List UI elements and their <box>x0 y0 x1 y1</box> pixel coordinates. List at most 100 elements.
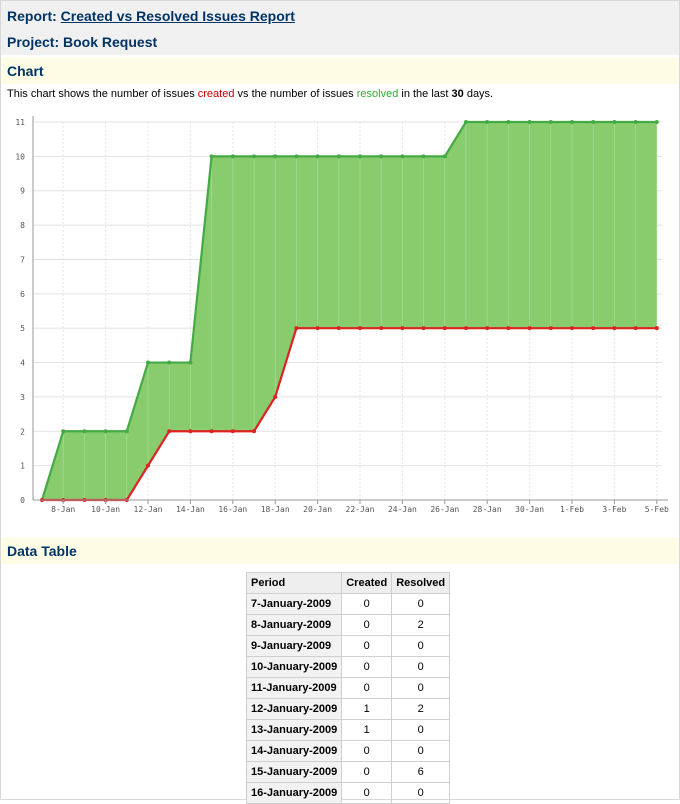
created-point <box>209 429 214 434</box>
report-title-link[interactable]: Created vs Resolved Issues Report <box>60 8 295 24</box>
period-cell: 11-January-2009 <box>245 677 343 699</box>
y-tick-label: 6 <box>20 290 25 299</box>
created-point <box>336 326 341 331</box>
created-cell: 1 <box>341 698 393 720</box>
resolved-point <box>167 360 172 365</box>
created-point <box>358 326 362 331</box>
created-cell: 0 <box>341 782 393 804</box>
resolved-cell: 0 <box>391 635 451 657</box>
period-cell: 10-January-2009 <box>245 656 343 678</box>
table-body: 7-January-2009 0 0 8-January-2009 0 2 9-Januar… <box>245 593 451 804</box>
period-cell: 7-January-2009 <box>245 593 343 615</box>
created-point <box>612 326 617 331</box>
y-tick-label: 4 <box>20 359 25 368</box>
y-tick-label: 8 <box>20 221 25 230</box>
x-tick-label: 14-Jan <box>176 505 205 514</box>
resolved-point <box>570 120 574 124</box>
resolved-point <box>591 120 596 124</box>
y-tick-label: 3 <box>20 393 25 402</box>
resolved-point <box>379 154 384 159</box>
created-point <box>273 394 278 399</box>
resolved-point <box>654 120 659 124</box>
table-row: 12-January-2009 1 2 <box>245 698 451 720</box>
resolved-point <box>400 154 405 159</box>
resolved-point <box>146 360 150 365</box>
resolved-point <box>336 154 341 159</box>
resolved-point <box>209 154 214 159</box>
table-row: 10-January-2009 0 0 <box>245 656 451 678</box>
period-cell: 13-January-2009 <box>245 719 343 741</box>
x-tick-label: 10-Jan <box>91 505 120 514</box>
y-tick-label: 2 <box>20 427 25 436</box>
x-tick-label: 24-Jan <box>388 505 417 514</box>
y-tick-label: 10 <box>15 152 25 161</box>
resolved-point <box>464 120 468 124</box>
created-point <box>485 326 490 331</box>
resolved-point <box>82 429 87 434</box>
resolved-cell: 6 <box>391 761 451 783</box>
y-tick-label: 5 <box>20 324 25 333</box>
period-cell: 12-January-2009 <box>245 698 343 720</box>
resolved-point <box>633 120 638 124</box>
table-row: 15-January-2009 0 6 <box>245 761 451 783</box>
resolved-point <box>358 154 362 159</box>
x-tick-label: 28-Jan <box>473 505 502 514</box>
resolved-point <box>315 154 320 159</box>
created-point <box>294 326 299 331</box>
resolved-point <box>103 429 108 434</box>
resolved-cell: 0 <box>391 719 451 741</box>
resolved-point <box>230 154 235 159</box>
table-row: 8-January-2009 0 2 <box>245 614 451 636</box>
period-cell: 16-January-2009 <box>245 782 343 804</box>
period-cell: 8-January-2009 <box>245 614 343 636</box>
column-header: Resolved <box>391 572 451 594</box>
table-row: 14-January-2009 0 0 <box>245 740 451 762</box>
resolved-cell: 2 <box>391 698 451 720</box>
resolved-point <box>273 154 278 159</box>
point-layer <box>40 120 659 502</box>
project-name: Book Request <box>63 34 158 50</box>
created-line <box>42 327 657 502</box>
resolved-cell: 0 <box>391 677 451 699</box>
resolved-word: resolved <box>356 88 399 100</box>
created-word: created <box>197 88 235 100</box>
area-fill <box>42 122 657 500</box>
created-point <box>442 326 447 331</box>
period-cell: 9-January-2009 <box>245 635 343 657</box>
resolved-point <box>612 120 617 124</box>
chart-section-heading: Chart <box>1 58 679 84</box>
resolved-cell: 0 <box>391 782 451 804</box>
created-point <box>633 326 638 331</box>
chart-description: This chart shows the number of issues cr… <box>7 88 494 100</box>
created-point <box>591 326 596 331</box>
created-point <box>421 326 426 331</box>
x-tick-label: 30-Jan <box>515 505 544 514</box>
data-table-heading: Data Table <box>1 538 679 564</box>
created-vs-resolved-chart: 0 1 2 3 4 5 6 7 8 9 10 11 8-Jan 10-Jan 12-Jan 14-Jan 16-… <box>15 116 669 514</box>
days-count: 30 <box>451 88 464 100</box>
table-row: 7-January-2009 0 0 <box>245 593 451 615</box>
resolved-point <box>61 429 66 434</box>
x-tick-label: 16-Jan <box>218 505 247 514</box>
table-row: 13-January-2009 1 0 <box>245 719 451 741</box>
resolved-line <box>40 120 657 501</box>
x-tick-label: 5-Feb <box>645 505 669 514</box>
created-point <box>654 326 659 331</box>
resolved-point <box>294 154 299 159</box>
resolved-point <box>124 429 129 434</box>
project-title-bar: Project: Book Request <box>1 31 679 55</box>
created-point <box>315 326 320 331</box>
created-point <box>464 326 468 331</box>
y-tick-label: 11 <box>15 118 25 127</box>
report-title-bar: Report: Created vs Resolved Issues Repor… <box>1 1 679 31</box>
created-point <box>167 429 172 434</box>
created-point <box>252 429 256 434</box>
resolved-cell: 0 <box>391 740 451 762</box>
created-point <box>188 429 193 434</box>
created-point <box>230 429 235 434</box>
resolved-point <box>442 154 447 159</box>
table-row: 11-January-2009 0 0 <box>245 677 451 699</box>
x-tick-label: 18-Jan <box>261 505 290 514</box>
table-row: 9-January-2009 0 0 <box>245 635 451 657</box>
created-cell: 0 <box>341 677 393 699</box>
